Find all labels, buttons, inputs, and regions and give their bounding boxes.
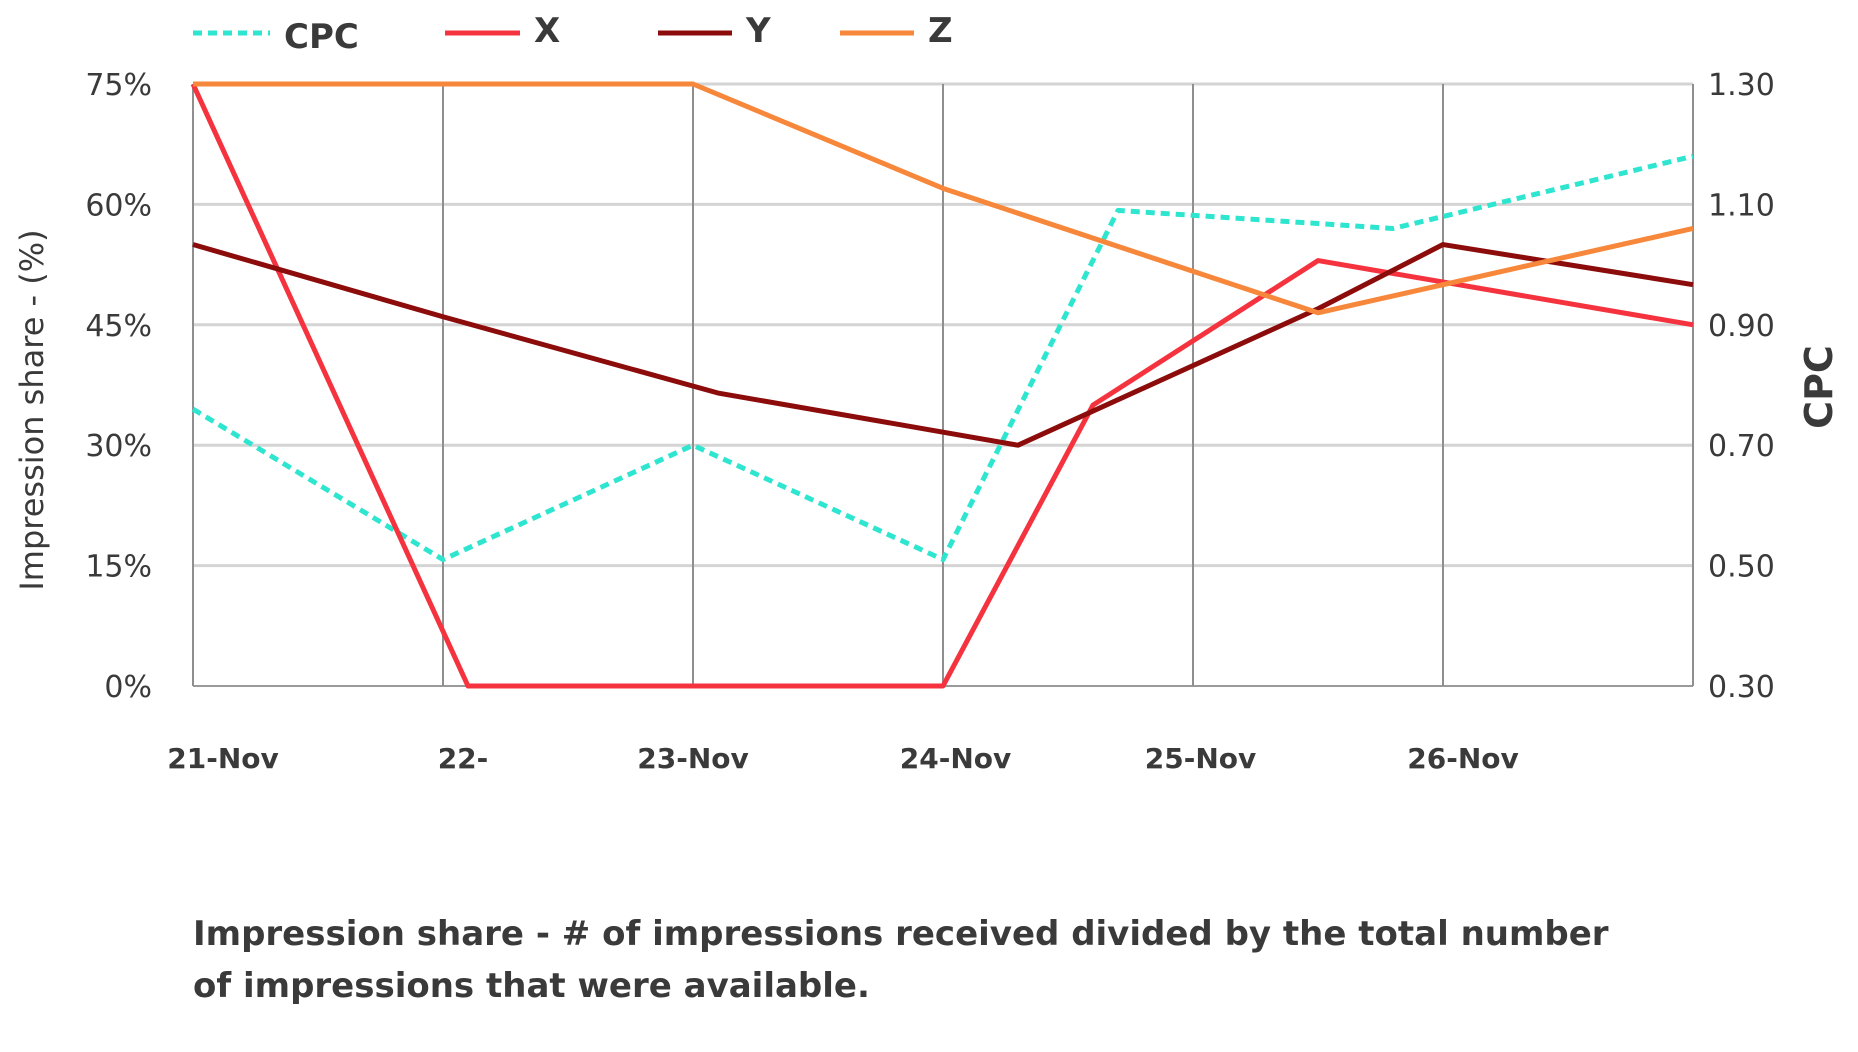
left-tick-label: 0% [104, 670, 152, 705]
x-tick-label: 25-Nov [1145, 742, 1257, 775]
legend-label: Y [745, 11, 771, 51]
legend-label: Z [928, 11, 953, 51]
right-axis-title: CPC [1797, 345, 1841, 429]
right-tick-label: 0.90 [1708, 309, 1775, 344]
right-tick-label: 1.10 [1708, 188, 1775, 223]
x-tick-label: 23-Nov [637, 742, 749, 775]
left-tick-label: 30% [85, 429, 152, 464]
left-axis-ticks: 0% 15% 30% 45% 60% 75% [85, 68, 152, 705]
right-tick-label: 1.30 [1708, 68, 1775, 103]
left-tick-label: 75% [85, 68, 152, 103]
legend-item-x: X [445, 11, 560, 51]
chart-footnote: Impression share - # of impressions rece… [193, 908, 1613, 1012]
left-tick-label: 15% [85, 550, 152, 585]
x-tick-label: 26-Nov [1407, 742, 1519, 775]
legend-item-z: Z [840, 11, 953, 51]
legend-label: CPC [284, 17, 359, 57]
impression-share-chart: CPC X Y Z 0% 15% 30% 45% 60% 75% 0.30 0.50 0.70 0.9… [13, 11, 1841, 775]
chart-series [190, 81, 1694, 689]
left-tick-label: 60% [85, 188, 152, 223]
x-tick-label: 22- [438, 742, 489, 775]
chart-gridlines [192, 82, 1694, 687]
left-tick-label: 45% [85, 309, 152, 344]
legend-label: X [534, 11, 560, 51]
right-tick-label: 0.70 [1708, 429, 1775, 464]
x-tick-label: 21-Nov [167, 742, 279, 775]
legend-item-y: Y [658, 11, 771, 51]
x-axis-ticks: 21-Nov 22- 23-Nov 24-Nov 25-Nov 26-Nov [167, 742, 1519, 775]
right-axis-ticks: 0.30 0.50 0.70 0.90 1.10 1.30 [1708, 68, 1775, 705]
chart-legend: CPC X Y Z [193, 11, 953, 57]
footnote-line-2: of impressions that were available. [193, 966, 870, 1006]
series-line-cpc [191, 153, 1694, 563]
right-tick-label: 0.50 [1708, 550, 1775, 585]
left-axis-title: Impression share - (%) [13, 229, 51, 590]
series-line-x [190, 82, 1694, 689]
series-line-z [193, 81, 1694, 316]
footnote-line-1: Impression share - # of impressions rece… [193, 914, 1609, 954]
x-tick-label: 24-Nov [900, 742, 1012, 775]
series-line-y [192, 242, 1694, 448]
right-tick-label: 0.30 [1708, 670, 1775, 705]
legend-item-cpc: CPC [193, 17, 359, 57]
